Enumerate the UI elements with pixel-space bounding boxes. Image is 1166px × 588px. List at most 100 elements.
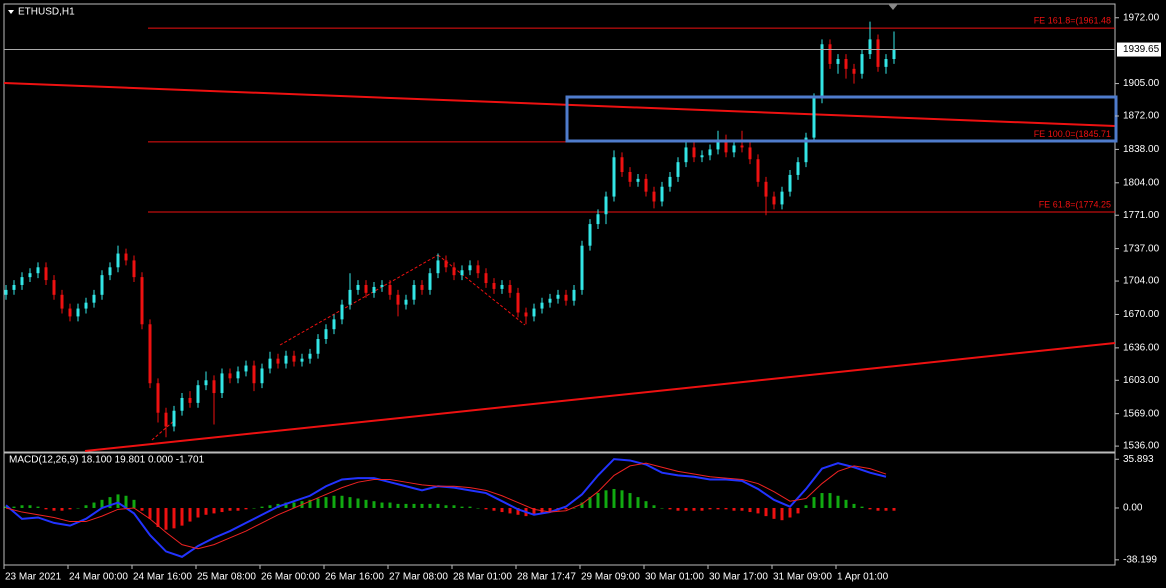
candle-body bbox=[732, 145, 736, 153]
histogram-bar bbox=[796, 507, 800, 514]
candle-body bbox=[668, 176, 672, 187]
candle-body bbox=[4, 289, 8, 295]
candle-body bbox=[20, 277, 24, 285]
histogram-bar bbox=[716, 507, 720, 510]
candle-body bbox=[124, 253, 128, 261]
histogram-bar bbox=[772, 507, 776, 519]
candle-body bbox=[724, 139, 728, 153]
candle-body bbox=[380, 284, 384, 287]
candle-body bbox=[116, 253, 120, 268]
histogram-bar bbox=[100, 499, 104, 508]
candle-body bbox=[828, 44, 832, 64]
y-tick-label: -38.199 bbox=[1123, 554, 1157, 565]
candle-body bbox=[652, 191, 656, 202]
histogram-bar bbox=[804, 505, 808, 508]
histogram-bar bbox=[396, 503, 400, 508]
candle-body bbox=[92, 294, 96, 303]
candle-body bbox=[308, 353, 312, 359]
y-tick-label: 1838.00 bbox=[1123, 144, 1160, 155]
candle-body bbox=[884, 59, 888, 67]
candle-body bbox=[340, 304, 344, 320]
histogram-bar bbox=[780, 507, 784, 521]
fib-dash bbox=[151, 419, 176, 441]
candle-body bbox=[684, 147, 688, 163]
candle-body bbox=[36, 267, 40, 274]
histogram-bar bbox=[140, 507, 144, 511]
histogram-bar bbox=[684, 507, 688, 511]
histogram-bar bbox=[516, 507, 520, 515]
histogram-bar bbox=[252, 507, 256, 509]
histogram-bar bbox=[308, 499, 312, 508]
candle-body bbox=[580, 245, 584, 290]
histogram-bar bbox=[436, 503, 440, 508]
histogram-bar bbox=[868, 507, 872, 510]
histogram-bar bbox=[604, 490, 608, 508]
histogram-bar bbox=[292, 502, 296, 508]
candle-body bbox=[604, 196, 608, 215]
histogram-bar bbox=[644, 501, 648, 508]
menu-triangle[interactable] bbox=[8, 10, 14, 14]
histogram-bar bbox=[76, 507, 80, 509]
candle-body bbox=[164, 412, 168, 427]
histogram-bar bbox=[788, 507, 792, 518]
histogram-bar bbox=[60, 507, 64, 511]
candle-body bbox=[860, 54, 864, 74]
candle-body bbox=[620, 157, 624, 172]
histogram-bar bbox=[44, 507, 48, 510]
histogram-bar bbox=[836, 495, 840, 508]
histogram-bar bbox=[476, 507, 480, 509]
candle-body bbox=[868, 39, 872, 55]
y-tick-label: 0.00 bbox=[1123, 503, 1143, 514]
histogram-bar bbox=[548, 507, 552, 513]
candle-body bbox=[748, 147, 752, 160]
histogram-bar bbox=[124, 495, 128, 508]
y-tick-label: 1804.00 bbox=[1123, 177, 1160, 188]
histogram-bar bbox=[620, 490, 624, 508]
histogram-bar bbox=[468, 506, 472, 508]
histogram-bar bbox=[756, 507, 760, 514]
candle-body bbox=[612, 157, 616, 197]
main-panel: FE 161.8=(1961.48 FE 100.0=(1845.71 FE 61.… bbox=[4, 15, 1115, 452]
histogram-bar bbox=[668, 507, 672, 510]
histogram-bar bbox=[692, 507, 696, 511]
y-tick-label: 1872.00 bbox=[1123, 111, 1160, 122]
candle-body bbox=[172, 410, 176, 427]
histogram-bar bbox=[652, 505, 656, 508]
candle-body bbox=[804, 137, 808, 163]
x-tick-label: 29 Mar 09:00 bbox=[581, 572, 640, 583]
candle-body bbox=[12, 284, 16, 290]
histogram-bar bbox=[196, 507, 200, 518]
histogram-bar bbox=[284, 502, 288, 508]
y-tick-label: 1704.00 bbox=[1123, 276, 1160, 287]
y-tick-label: 35.893 bbox=[1123, 454, 1154, 465]
candle-body bbox=[628, 172, 632, 182]
x-tick-label: 23 Mar 2021 bbox=[5, 572, 62, 583]
shift-marker bbox=[888, 4, 898, 10]
histogram-bar bbox=[68, 507, 72, 510]
histogram-bar bbox=[740, 507, 744, 511]
candle-body bbox=[356, 284, 360, 290]
candle-body bbox=[796, 162, 800, 175]
histogram-bar bbox=[732, 507, 736, 511]
candle-body bbox=[260, 368, 264, 384]
y-tick-label: 1771.00 bbox=[1123, 210, 1160, 221]
last-price-box bbox=[1117, 42, 1161, 57]
candle-body bbox=[524, 312, 528, 317]
candle-body bbox=[348, 289, 352, 305]
y-tick-label: 1670.00 bbox=[1123, 309, 1160, 320]
candle-body bbox=[756, 159, 760, 182]
histogram-bar bbox=[428, 503, 432, 508]
histogram-bar bbox=[636, 497, 640, 508]
candle-body bbox=[564, 294, 568, 301]
candle-body bbox=[660, 186, 664, 202]
fib-dash bbox=[437, 254, 526, 326]
histogram-bar bbox=[228, 507, 232, 511]
candle-body bbox=[276, 358, 280, 364]
histogram-bar bbox=[508, 507, 512, 514]
signal-line bbox=[5, 462, 887, 550]
histogram-bar bbox=[764, 507, 768, 517]
candle-body bbox=[228, 373, 232, 379]
candle-body bbox=[588, 224, 592, 246]
candle-body bbox=[676, 162, 680, 177]
histogram-bar bbox=[260, 506, 264, 508]
